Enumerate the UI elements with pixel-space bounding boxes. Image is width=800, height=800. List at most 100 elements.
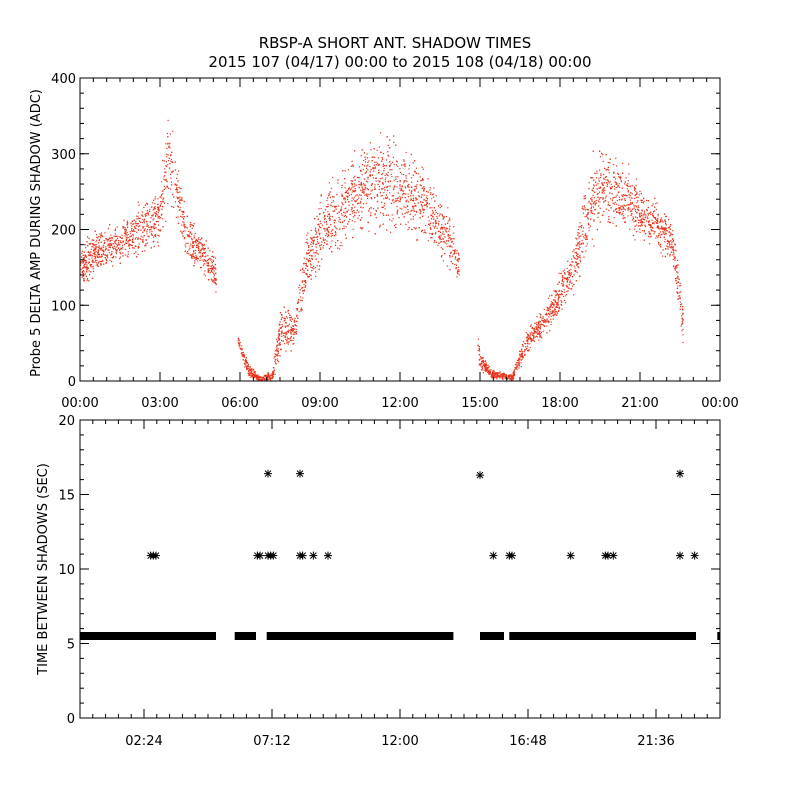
data-point (239, 344, 241, 346)
data-point (569, 288, 571, 290)
data-point (554, 312, 556, 314)
data-point (307, 249, 309, 251)
data-point (321, 224, 323, 226)
data-point (111, 237, 113, 239)
data-point (84, 266, 86, 268)
data-point (673, 253, 675, 255)
data-point (570, 272, 572, 274)
data-point (482, 372, 484, 374)
data-point (416, 211, 418, 213)
data-point (441, 214, 443, 216)
data-point (323, 221, 326, 223)
data-point (165, 165, 167, 167)
data-point (249, 366, 252, 368)
data-point (572, 251, 574, 253)
data-point (485, 362, 487, 364)
data-point (309, 263, 312, 265)
data-point (669, 253, 671, 255)
data-point (483, 361, 485, 363)
data-point (83, 265, 85, 267)
data-point (287, 338, 289, 340)
data-point (116, 244, 118, 246)
data-point (508, 376, 510, 378)
data-point (134, 223, 136, 225)
data-point (153, 225, 155, 227)
data-point (518, 361, 520, 363)
data-point (563, 281, 565, 283)
data-point (518, 363, 520, 365)
data-point (401, 173, 403, 175)
data-point (680, 291, 682, 293)
data-point (591, 200, 593, 202)
data-point (627, 215, 629, 217)
data-point (147, 214, 150, 216)
data-point (279, 342, 281, 344)
data-point (243, 353, 245, 355)
data-point (682, 309, 684, 311)
data-point (277, 360, 279, 362)
data-point (508, 375, 510, 378)
data-point (190, 243, 192, 245)
data-point (382, 213, 384, 215)
data-point (316, 215, 318, 217)
data-point (200, 239, 202, 241)
data-point (534, 322, 536, 324)
data-point (576, 253, 578, 255)
data-point (377, 157, 380, 159)
data-point (95, 234, 98, 236)
data-point (390, 231, 392, 233)
data-point (264, 377, 266, 380)
data-point (554, 301, 556, 303)
data-point (365, 170, 367, 172)
data-point (331, 232, 333, 234)
data-point (201, 246, 203, 248)
data-point (578, 226, 580, 228)
data-point (276, 353, 279, 355)
data-point (662, 227, 664, 229)
data-point (195, 249, 197, 251)
data-point (578, 232, 580, 234)
data-point (403, 180, 405, 182)
data-point (143, 226, 145, 228)
data-point (600, 174, 602, 176)
data-point (177, 222, 180, 224)
data-point (674, 257, 676, 259)
data-point (379, 226, 381, 228)
data-point (395, 164, 397, 166)
data-point (367, 169, 369, 171)
data-point (134, 238, 136, 240)
data-point (187, 242, 189, 244)
data-point (413, 205, 415, 207)
data-point (370, 207, 372, 209)
data-point (411, 190, 413, 192)
data-point (650, 211, 652, 213)
data-point (455, 267, 457, 269)
data-point (91, 257, 93, 259)
data-point (188, 249, 190, 251)
data-point (482, 362, 484, 364)
data-point (117, 235, 119, 238)
data-point (88, 258, 90, 260)
data-point (211, 262, 213, 264)
data-point (582, 236, 585, 238)
data-point (675, 265, 677, 267)
data-point (365, 193, 367, 195)
data-point (150, 227, 153, 229)
data-point (431, 198, 433, 200)
data-point (414, 188, 416, 190)
data-point (119, 236, 121, 238)
data-point (347, 169, 350, 171)
data-point (493, 375, 495, 377)
data-point (570, 273, 572, 275)
data-point (386, 196, 389, 198)
data-point (595, 208, 597, 211)
data-point (635, 178, 638, 180)
data-point (352, 165, 354, 167)
data-point (274, 361, 276, 363)
data-point (562, 283, 564, 285)
data-point (292, 325, 294, 327)
data-point (655, 222, 657, 224)
data-point (340, 210, 342, 212)
data-point (195, 238, 197, 241)
data-point (413, 209, 415, 211)
